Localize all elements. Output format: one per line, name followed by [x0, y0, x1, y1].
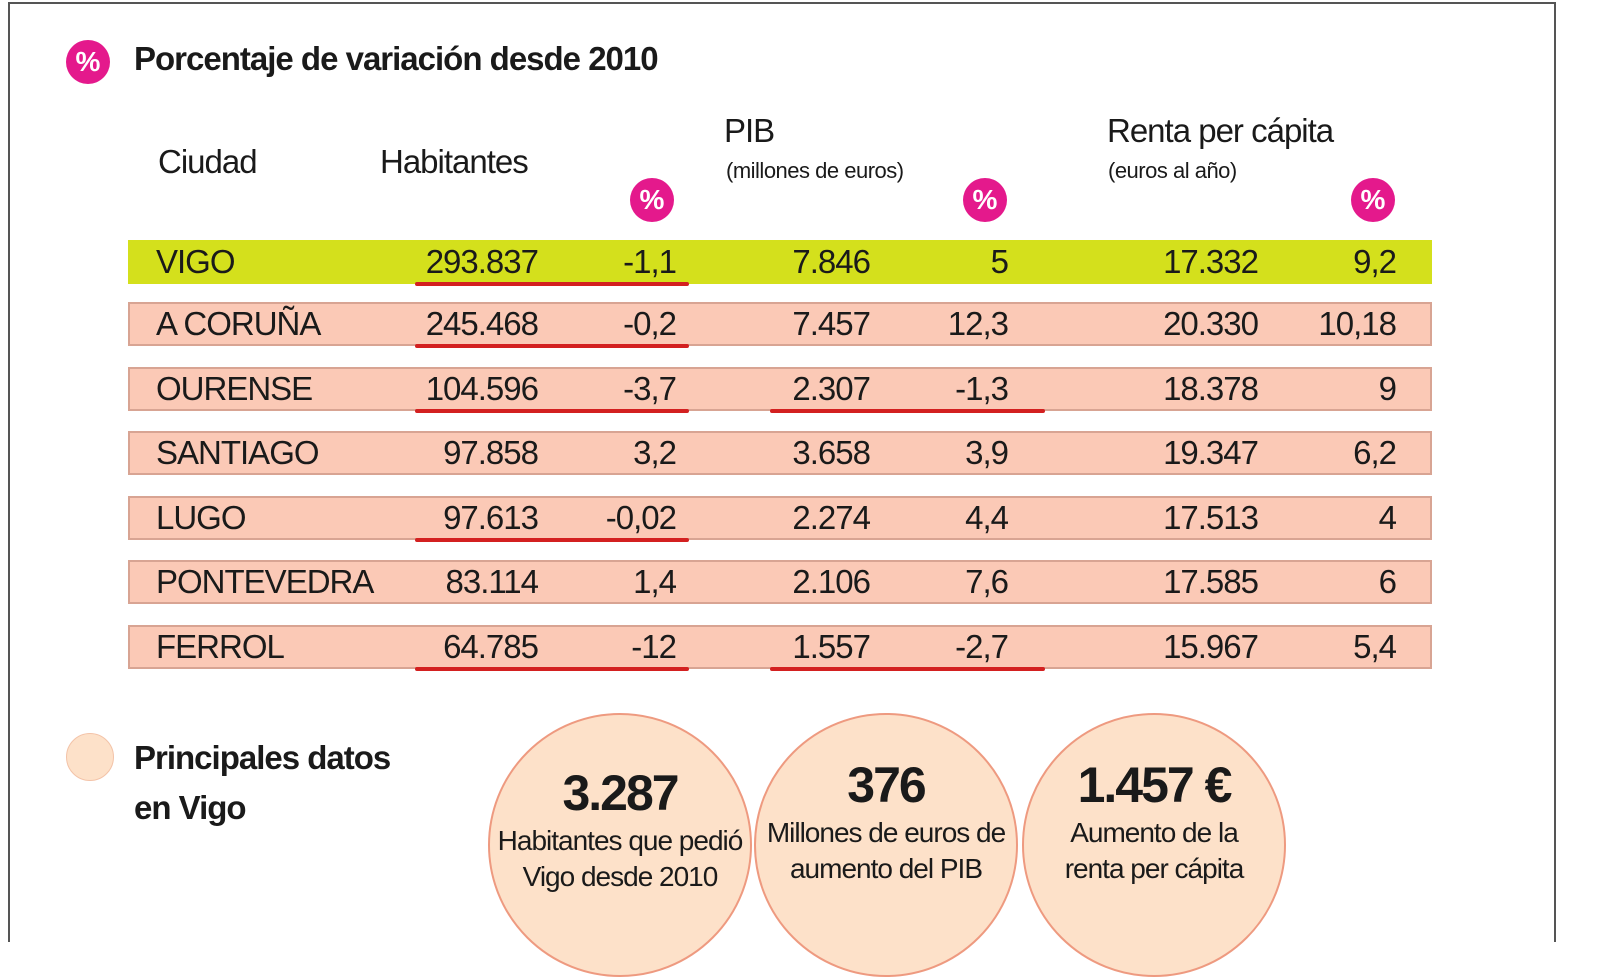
- table-row: FERROL 64.785 -12 1.557 -2,7 15.967 5,4: [128, 625, 1432, 669]
- cell-pib: 7.457: [792, 305, 871, 342]
- stat-desc-line2: aumento del PIB: [789, 853, 983, 884]
- habitantes-decrease-underline: [415, 282, 689, 286]
- cell-habitantes-pct: -1,1: [623, 243, 677, 280]
- cell-city: OURENSE: [156, 370, 313, 407]
- cell-pib: 3.658: [792, 434, 871, 471]
- table-row: PONTEVEDRA 83.114 1,4 2.106 7,6 17.585 6: [128, 560, 1432, 604]
- cell-renta-pct: 9: [1378, 370, 1397, 407]
- stat-desc-line2: renta per cápita: [1064, 853, 1245, 884]
- stat-value: 1.457 €: [1077, 757, 1233, 813]
- header-pib: PIB: [724, 112, 775, 149]
- cell-renta-pct: 6: [1378, 563, 1397, 600]
- vigo-title-line2: en Vigo: [134, 789, 247, 826]
- cell-pib-pct: 3,9: [965, 434, 1009, 471]
- cell-habitantes-pct: 3,2: [633, 434, 677, 471]
- header-city: Ciudad: [158, 143, 258, 180]
- cell-pib-pct: 12,3: [947, 305, 1009, 342]
- header-renta: Renta per cápita: [1107, 112, 1334, 149]
- cell-habitantes: 104.596: [425, 370, 539, 407]
- cell-pib-pct: 7,6: [965, 563, 1009, 600]
- habitantes-decrease-underline: [415, 667, 689, 671]
- cell-pib: 2.106: [792, 563, 871, 600]
- stat-desc-line1: Millones de euros de: [766, 817, 1006, 848]
- cell-city: PONTEVEDRA: [156, 563, 374, 600]
- table-row: LUGO 97.613 -0,02 2.274 4,4 17.513 4: [128, 496, 1432, 540]
- stat-desc-line1: Habitantes que pedió: [497, 825, 744, 856]
- cell-renta-pct: 6,2: [1353, 434, 1397, 471]
- header-habitantes: Habitantes: [380, 143, 529, 180]
- vigo-section-dot-icon: [66, 733, 114, 781]
- habitantes-decrease-underline: [415, 409, 689, 413]
- vigo-section-title: Principales datos en Vigo: [134, 733, 391, 833]
- cell-city: SANTIAGO: [156, 434, 320, 471]
- infographic-frame: [8, 2, 1556, 942]
- stat-value: 3.287: [562, 765, 679, 821]
- cell-pib: 2.274: [792, 499, 871, 536]
- table-row: OURENSE 104.596 -3,7 2.307 -1,3 18.378 9: [128, 367, 1432, 411]
- table-row: VIGO 293.837 -1,1 7.846 5 17.332 9,2: [128, 240, 1432, 284]
- cell-habitantes-pct: -12: [631, 628, 677, 665]
- header-renta-unit: (euros al año): [1108, 158, 1237, 183]
- habitantes-decrease-underline: [415, 538, 689, 542]
- cell-habitantes: 245.468: [425, 305, 539, 342]
- header-renta-pct-icon: %: [1351, 178, 1395, 222]
- cell-pib-pct: 5: [990, 243, 1009, 280]
- table-row: A CORUÑA 245.468 -0,2 7.457 12,3 20.330 10,18: [128, 302, 1432, 346]
- stat-circle-pib: 376 Millones de euros de aumento del PIB: [754, 713, 1018, 977]
- cell-city: VIGO: [156, 243, 236, 280]
- percent-badge-icon: %: [66, 40, 110, 84]
- cell-pib: 2.307: [792, 370, 871, 407]
- stat-circle-renta: 1.457 € Aumento de la renta per cápita: [1022, 713, 1286, 977]
- cell-habitantes: 83.114: [445, 563, 539, 600]
- cell-habitantes: 293.837: [425, 243, 539, 280]
- cell-habitantes: 97.858: [443, 434, 539, 471]
- infographic-title: Porcentaje de variación desde 2010: [134, 40, 659, 77]
- stat-desc-line1: Aumento de la: [1070, 817, 1239, 848]
- habitantes-decrease-underline: [415, 344, 689, 348]
- cell-city: A CORUÑA: [156, 305, 321, 342]
- pib-decrease-underline: [770, 667, 1045, 671]
- pib-decrease-underline: [770, 409, 1045, 413]
- cell-habitantes-pct: 1,4: [633, 563, 677, 600]
- header-habitantes-pct-icon: %: [630, 178, 674, 222]
- vigo-title-line1: Principales datos: [134, 739, 391, 776]
- stat-desc-line2: Vigo desde 2010: [522, 861, 719, 892]
- cell-habitantes-pct: -0,02: [605, 499, 677, 536]
- header-pib-pct-icon: %: [963, 178, 1007, 222]
- cell-renta-pct: 4: [1378, 499, 1397, 536]
- cell-renta: 18.378: [1163, 370, 1259, 407]
- header-pib-unit: (millones de euros): [726, 158, 904, 183]
- cell-pib: 7.846: [792, 243, 871, 280]
- cell-renta: 17.513: [1163, 499, 1259, 536]
- cell-renta: 19.347: [1163, 434, 1259, 471]
- cell-pib-pct: 4,4: [965, 499, 1009, 536]
- cell-pib-pct: -1,3: [955, 370, 1009, 407]
- cell-renta: 17.585: [1163, 563, 1259, 600]
- cell-pib: 1.557: [792, 628, 871, 665]
- cell-city: LUGO: [156, 499, 247, 536]
- cell-renta-pct: 10,18: [1318, 305, 1397, 342]
- table-row: SANTIAGO 97.858 3,2 3.658 3,9 19.347 6,2: [128, 431, 1432, 475]
- cell-pib-pct: -2,7: [955, 628, 1009, 665]
- cell-habitantes-pct: -3,7: [623, 370, 677, 407]
- cell-habitantes: 64.785: [443, 628, 539, 665]
- cell-renta-pct: 9,2: [1353, 243, 1397, 280]
- cell-renta: 15.967: [1163, 628, 1259, 665]
- stat-circle-habitantes: 3.287 Habitantes que pedió Vigo desde 20…: [488, 713, 752, 977]
- stat-value: 376: [847, 757, 926, 813]
- cell-renta: 17.332: [1163, 243, 1259, 280]
- cell-habitantes: 97.613: [443, 499, 539, 536]
- cell-habitantes-pct: -0,2: [623, 305, 677, 342]
- cell-city: FERROL: [156, 628, 285, 665]
- cell-renta-pct: 5,4: [1353, 628, 1397, 665]
- cell-renta: 20.330: [1163, 305, 1259, 342]
